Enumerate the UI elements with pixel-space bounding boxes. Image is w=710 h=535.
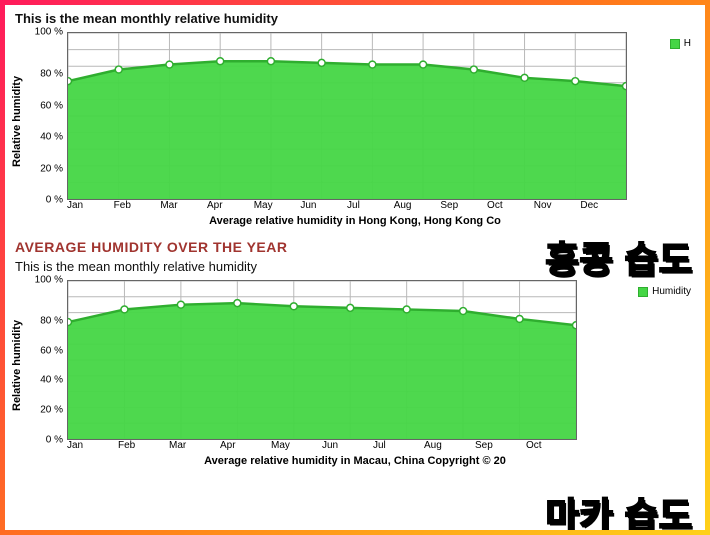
chart-macau-yaxis: 0 %20 %40 %60 %80 %100 % [25, 280, 67, 451]
x-tick-label: Sep [440, 200, 487, 211]
y-tick-label: 0 % [25, 194, 67, 205]
x-tick-label: Jan [67, 200, 114, 211]
y-tick-label: 0 % [25, 434, 67, 445]
x-tick-label: Oct [487, 200, 534, 211]
y-tick-label: 80 % [25, 315, 67, 326]
chart-macau-legend: Humidity [638, 286, 691, 297]
x-tick-label: Jul [347, 200, 394, 211]
legend-swatch [670, 39, 680, 49]
chart-macau-wrap: Relative humidity 0 %20 %40 %60 %80 %100… [5, 280, 705, 451]
x-tick-label: Jun [300, 200, 347, 211]
y-tick-label: 40 % [25, 375, 67, 386]
chart-macau-caption: Average relative humidity in Macau, Chin… [5, 451, 705, 473]
x-tick-label: May [271, 440, 322, 451]
chart-macau-ylabel: Relative humidity [11, 280, 25, 451]
y-tick-label: 100 % [25, 27, 67, 38]
x-tick-label: Sep [475, 440, 526, 451]
content-panel: This is the mean monthly relative humidi… [5, 5, 705, 530]
chart-hk-plotbox: JanFebMarAprMayJunJulAugSepOctNovDec H [67, 32, 699, 211]
chart-hk-ylabel: Relative humidity [11, 32, 25, 211]
x-tick-label: Dec [580, 200, 627, 211]
x-tick-label: Apr [207, 200, 254, 211]
chart-hk-caption: Average relative humidity in Hong Kong, … [5, 211, 705, 233]
x-tick-label: Jan [67, 440, 118, 451]
x-tick-label: Mar [169, 440, 220, 451]
x-tick-label: Feb [114, 200, 161, 211]
y-tick-label: 80 % [25, 69, 67, 80]
chart-macau-plot [67, 280, 577, 440]
overlay-label-hk: 홍콩 습도 [546, 231, 693, 283]
chart-hk-wrap: Relative humidity 0 %20 %40 %60 %80 %100… [5, 32, 705, 211]
overlay-label-macau: 마카 습도 [546, 487, 693, 530]
chart-hk-plot [67, 32, 627, 200]
y-tick-label: 100 % [25, 275, 67, 286]
chart-hk-legend: H [670, 38, 691, 49]
y-tick-label: 60 % [25, 345, 67, 356]
legend-swatch [638, 287, 648, 297]
chart-macau-xaxis: JanFebMarAprMayJunJulAugSepOct [67, 440, 577, 451]
chart-section-hk: This is the mean monthly relative humidi… [5, 5, 705, 233]
x-tick-label: Feb [118, 440, 169, 451]
y-tick-label: 60 % [25, 100, 67, 111]
x-tick-label: Aug [394, 200, 441, 211]
x-tick-label: Jul [373, 440, 424, 451]
legend-label: Humidity [652, 286, 691, 297]
gradient-frame: This is the mean monthly relative humidi… [0, 0, 710, 535]
y-tick-label: 40 % [25, 132, 67, 143]
x-tick-label: Jun [322, 440, 373, 451]
x-tick-label: Aug [424, 440, 475, 451]
chart-hk-yaxis: 0 %20 %40 %60 %80 %100 % [25, 32, 67, 211]
x-tick-label: Mar [160, 200, 207, 211]
chart-hk-intro: This is the mean monthly relative humidi… [5, 5, 705, 32]
y-tick-label: 20 % [25, 405, 67, 416]
legend-label: H [684, 38, 691, 49]
x-tick-label: Nov [534, 200, 581, 211]
x-tick-label: Apr [220, 440, 271, 451]
y-tick-label: 20 % [25, 163, 67, 174]
chart-hk-xaxis: JanFebMarAprMayJunJulAugSepOctNovDec [67, 200, 627, 211]
x-tick-label: May [254, 200, 301, 211]
chart-macau-plotbox: JanFebMarAprMayJunJulAugSepOct Humidity [67, 280, 699, 451]
x-tick-label: Oct [526, 440, 577, 451]
